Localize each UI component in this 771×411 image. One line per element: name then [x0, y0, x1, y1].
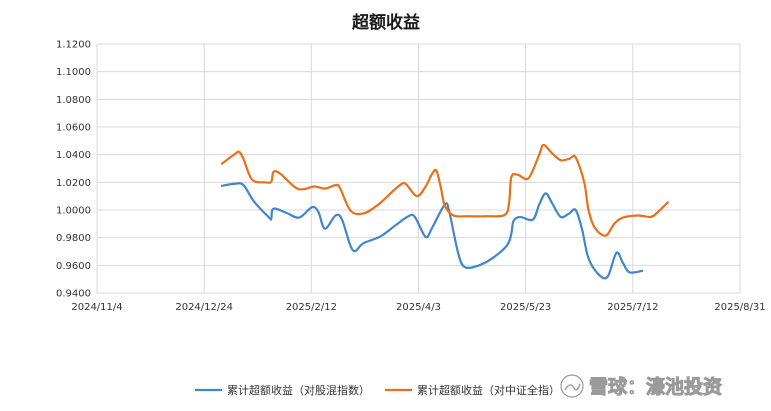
x-tick-label: 2024/12/24 — [175, 302, 233, 313]
x-axis-tick-labels: 2024/11/4 2024/12/24 2025/2/12 2025/4/3 2025… — [71, 302, 765, 313]
x-tick-label: 2024/11/4 — [71, 302, 122, 313]
y-tick-label: 1.0200 — [56, 178, 91, 189]
x-tick-label: 2025/5/23 — [500, 302, 551, 313]
y-tick-label: 0.9800 — [56, 233, 91, 244]
y-tick-label: 1.1200 — [56, 40, 91, 51]
legend-label-series-2: 累计超额收益（对中证全指） — [417, 383, 560, 397]
series-line-2 — [220, 143, 669, 237]
y-tick-label: 0.9400 — [56, 289, 91, 300]
y-tick-label: 1.0000 — [56, 206, 91, 217]
snowball-logo-icon — [560, 374, 584, 398]
chart-title: 超额收益 — [352, 12, 420, 33]
x-tick-label: 2025/4/3 — [396, 302, 441, 313]
series-line-1 — [220, 182, 644, 280]
y-tick-label: 1.1000 — [56, 67, 91, 78]
x-gridlines — [96, 44, 741, 293]
x-tick-label: 2025/2/12 — [286, 302, 337, 313]
y-tick-label: 1.0600 — [56, 123, 91, 134]
y-tick-label: 0.9600 — [56, 261, 91, 272]
x-tick-label: 2025/8/31 — [714, 302, 765, 313]
legend-label-series-1: 累计超额收益（对股混指数） — [227, 383, 370, 397]
y-tick-label: 1.0400 — [56, 150, 91, 161]
series-lines — [220, 143, 669, 280]
x-tick-label: 2025/7/12 — [607, 302, 658, 313]
watermark-text: 雪球：濠池投资 — [589, 375, 722, 398]
y-tick-label: 1.0800 — [56, 95, 91, 106]
legend: 累计超额收益（对股混指数） 累计超额收益（对中证全指） — [195, 383, 560, 397]
watermark: 雪球：濠池投资 — [560, 374, 722, 398]
y-axis-tick-labels: 0.9400 0.9600 0.9800 1.0000 1.0200 1.0400 1.06… — [56, 40, 91, 300]
